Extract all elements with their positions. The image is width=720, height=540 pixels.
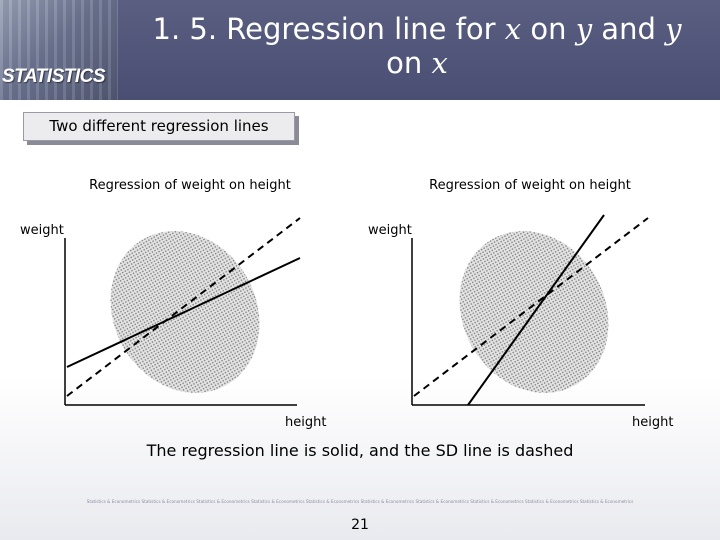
slide-title: 1. 5. Regression line for x on y and y o… xyxy=(122,12,712,80)
left-x-axis-label: height xyxy=(285,415,326,430)
title-variable: x xyxy=(504,12,522,46)
right-x-axis-label: height xyxy=(632,415,673,430)
right-panel: Regression of weight on height weight he… xyxy=(368,178,673,430)
footer-strip: Statistics & Econometrics Statistics & E… xyxy=(86,499,634,504)
left-y-axis-label: weight xyxy=(20,223,64,238)
header-band xyxy=(0,0,720,100)
subtitle-box: Two different regression lines xyxy=(23,112,295,141)
title-variable: y xyxy=(665,12,682,46)
title-variable: y xyxy=(575,12,593,46)
left-panel: Regression of weight on height weight he… xyxy=(20,178,326,430)
header-photo xyxy=(0,0,118,100)
page-number: 21 xyxy=(351,517,369,533)
left-regression-line xyxy=(66,257,301,368)
diagram-caption: The regression line is solid, and the SD… xyxy=(146,441,574,460)
brand-label: STATISTICS xyxy=(2,66,106,87)
right-regression-line xyxy=(467,214,605,406)
title-part: on xyxy=(386,46,432,80)
title-part: 1. 5. Regression line for xyxy=(152,12,505,46)
left-sd-line xyxy=(66,217,301,397)
left-panel-title: Regression of weight on height xyxy=(89,178,291,193)
title-part: on xyxy=(521,12,576,46)
title-part: and xyxy=(592,12,666,46)
right-panel-title: Regression of weight on height xyxy=(429,178,631,193)
right-y-axis-label: weight xyxy=(368,223,412,238)
right-sd-line xyxy=(413,217,649,397)
title-variable: x xyxy=(431,46,448,80)
